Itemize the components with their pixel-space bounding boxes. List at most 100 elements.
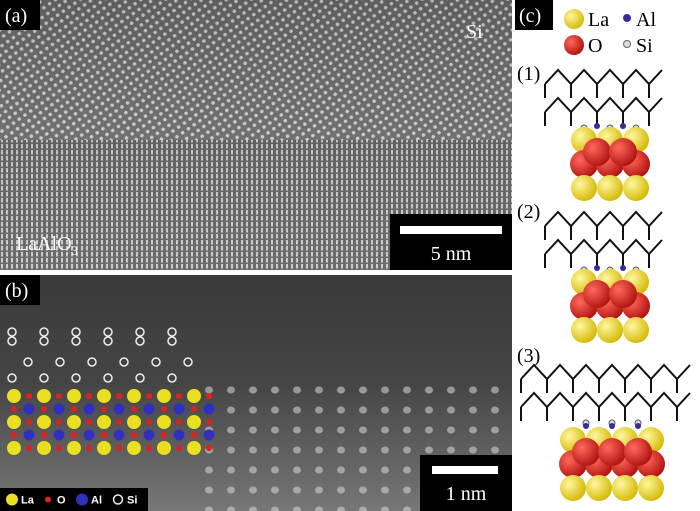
al-atom <box>594 265 600 271</box>
panel-label: (c) <box>519 5 541 27</box>
o-atom <box>609 280 637 308</box>
scale-box <box>390 214 512 270</box>
la-atom <box>67 415 81 429</box>
o-atom <box>206 419 212 425</box>
legend-text: Si <box>636 35 653 57</box>
legend-text: La <box>21 495 35 507</box>
la-atom <box>571 317 597 343</box>
o-atom <box>161 406 167 412</box>
o-atom <box>176 445 182 451</box>
si-atom <box>39 373 49 383</box>
legend-symbol <box>112 494 124 505</box>
o-atom <box>101 432 107 438</box>
la-atom <box>586 475 612 501</box>
o-atom <box>146 419 152 425</box>
scale-label: 1 nm <box>446 483 487 505</box>
o-atom <box>41 406 47 412</box>
o-atom <box>146 393 152 399</box>
si-atom <box>71 327 81 337</box>
step-label: (1) <box>517 63 540 85</box>
la-atom <box>187 389 201 403</box>
si-atom <box>151 357 161 367</box>
al-atom <box>143 429 155 441</box>
o-atom <box>116 419 122 425</box>
legend-text: La <box>588 9 609 31</box>
o-atom <box>146 445 152 451</box>
panel-c: (c) La Al O Si (1) (2) (3) <box>515 0 700 511</box>
al-atom <box>23 403 35 415</box>
al-atom <box>620 123 626 129</box>
label-box <box>0 275 40 305</box>
scale-label: 5 nm <box>431 243 472 265</box>
o-atom <box>56 419 62 425</box>
o-atom <box>71 432 77 438</box>
o-atom <box>624 438 652 466</box>
la-atom <box>67 389 81 403</box>
step-label: (3) <box>517 345 540 367</box>
step-label: (2) <box>517 201 540 223</box>
si-atom <box>135 327 145 337</box>
la-atom <box>157 441 171 455</box>
atom-model <box>7 327 215 455</box>
o-atom <box>116 393 122 399</box>
scale-box <box>420 455 512 511</box>
o-atom <box>86 445 92 451</box>
al-atom <box>635 423 641 429</box>
al-atom <box>113 403 125 415</box>
si-atom <box>7 373 17 383</box>
si-atom <box>103 336 113 346</box>
o-atom <box>56 445 62 451</box>
si-bonds <box>544 210 663 228</box>
o-atom <box>176 419 182 425</box>
al-atom <box>53 429 65 441</box>
si-atom <box>55 357 65 367</box>
o-atom <box>131 432 137 438</box>
o-atom <box>583 280 611 308</box>
la-atom <box>127 389 141 403</box>
o-atom <box>86 393 92 399</box>
la-atom <box>187 441 201 455</box>
material-label: Si <box>466 21 483 43</box>
legend-si <box>623 40 631 48</box>
al-atom <box>23 429 35 441</box>
si-atom <box>119 357 129 367</box>
si-atom <box>103 327 113 337</box>
o-atom <box>598 438 626 466</box>
la-atom <box>37 441 51 455</box>
al-atom <box>83 403 95 415</box>
si-atom <box>7 327 17 337</box>
la-atom <box>623 175 649 201</box>
panel-b: (b) La O Al Si 1 nm <box>0 275 512 511</box>
o-atom <box>11 432 17 438</box>
o-atom <box>206 445 212 451</box>
legend-symbol <box>45 496 51 503</box>
legend-text: Al <box>91 495 102 507</box>
o-atom <box>206 393 212 399</box>
si-atom <box>87 357 97 367</box>
scale-bar <box>400 226 502 234</box>
o-atom <box>11 406 17 412</box>
la-atom <box>97 415 111 429</box>
la-atom <box>7 415 21 429</box>
o-atom <box>71 406 77 412</box>
si-atom <box>135 336 145 346</box>
legend-text: Al <box>636 9 656 31</box>
legend-text: O <box>57 495 66 507</box>
si-atom <box>23 357 33 367</box>
si-atom <box>167 327 177 337</box>
la-atom <box>97 441 111 455</box>
legend-symbol <box>6 493 18 506</box>
label-text: LaAlO <box>16 233 72 255</box>
si-bonds <box>520 391 691 409</box>
legend-text: Si <box>127 495 137 507</box>
si-atom <box>71 336 81 346</box>
la-atom <box>67 441 81 455</box>
si-bonds <box>544 238 663 256</box>
o-atom <box>161 432 167 438</box>
legend-text: O <box>588 35 602 57</box>
material-label: LaAlO3 <box>16 233 78 258</box>
la-atom <box>157 389 171 403</box>
la-atom <box>623 317 649 343</box>
o-atom <box>191 406 197 412</box>
si-atom <box>103 373 113 383</box>
